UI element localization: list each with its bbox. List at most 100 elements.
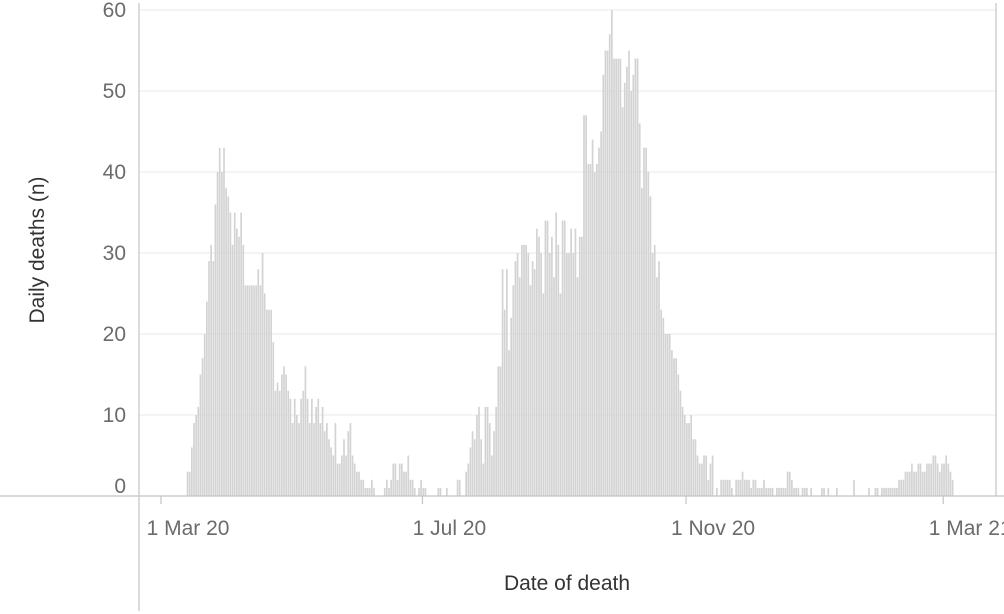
bar (761, 487, 763, 496)
bar (795, 487, 798, 496)
bar (771, 487, 774, 496)
bar (602, 74, 605, 497)
y-tick-label: 50 (103, 80, 126, 103)
bar (527, 253, 530, 496)
x-tick-labels: 1 Mar 201 Jul 201 Nov 201 Mar 211 Jul 21 (147, 496, 1004, 540)
bar (521, 244, 523, 496)
bar (887, 487, 890, 496)
bar (904, 471, 907, 496)
bar (632, 74, 635, 497)
bar (561, 220, 564, 496)
bar (332, 455, 335, 496)
bar (628, 50, 630, 496)
bar (529, 285, 532, 496)
bar (420, 479, 422, 496)
y-tick-label: 60 (103, 0, 126, 22)
bar (754, 479, 757, 496)
bar (621, 107, 624, 496)
bar (338, 463, 341, 496)
bar (478, 406, 480, 496)
bar (231, 244, 234, 496)
bar (703, 455, 705, 496)
bar (698, 463, 701, 496)
bar (328, 439, 330, 496)
bar (823, 487, 825, 496)
bar (638, 123, 641, 497)
bar (493, 431, 495, 496)
bar (574, 228, 577, 496)
bar (270, 309, 272, 496)
bar (251, 285, 253, 496)
bar (585, 115, 587, 497)
bar (199, 374, 202, 496)
bar (941, 463, 943, 496)
bar (390, 479, 392, 496)
bar (323, 431, 326, 496)
bar (362, 479, 365, 496)
bar (707, 479, 710, 496)
bar (701, 463, 703, 496)
bar (806, 487, 808, 496)
bar (506, 269, 508, 496)
bar (668, 334, 671, 496)
bar (373, 487, 375, 496)
bar (898, 479, 900, 496)
bar (401, 463, 403, 496)
bar (491, 455, 493, 496)
bar (383, 487, 386, 496)
bar (272, 342, 275, 496)
bar (776, 487, 778, 496)
bar (456, 479, 459, 496)
bar (285, 374, 287, 496)
bar (486, 406, 489, 496)
bar (722, 479, 725, 496)
bar (467, 463, 470, 496)
x-axis-title: Date of death (504, 572, 630, 595)
bar (827, 487, 830, 496)
bar (908, 471, 911, 496)
bar (246, 285, 249, 496)
bar (681, 406, 684, 496)
bar (551, 236, 553, 497)
bar (791, 479, 793, 496)
bar (932, 455, 935, 496)
y-tick-label: 10 (103, 404, 126, 427)
bar (512, 285, 515, 496)
bar (947, 463, 950, 496)
y-tick-label: 40 (103, 161, 126, 184)
bar (949, 471, 952, 496)
bar (403, 471, 405, 496)
bar (216, 172, 219, 496)
bar (711, 455, 714, 496)
bar (283, 366, 285, 496)
bar (281, 374, 283, 496)
bar (793, 487, 795, 496)
bar (531, 261, 534, 496)
bar (345, 455, 347, 496)
bar (326, 423, 328, 496)
bar (626, 66, 628, 496)
bar (921, 471, 924, 496)
bar (349, 423, 352, 496)
bar (497, 366, 500, 496)
bar (737, 479, 740, 496)
bar (465, 471, 467, 496)
bar (536, 228, 538, 496)
bar (686, 423, 688, 496)
bar (911, 463, 913, 496)
bar (593, 172, 596, 496)
bar (533, 269, 536, 496)
bar (570, 228, 572, 496)
bar (405, 471, 407, 496)
bar (248, 285, 251, 496)
x-tick-label: 1 Mar 21 (929, 517, 1004, 540)
bar (555, 212, 557, 496)
bar (917, 463, 920, 496)
bar (525, 244, 527, 496)
bar (278, 390, 281, 496)
bar (782, 487, 785, 496)
bar (690, 415, 693, 496)
bar (694, 439, 697, 496)
bar (696, 455, 699, 496)
bar (523, 244, 525, 496)
